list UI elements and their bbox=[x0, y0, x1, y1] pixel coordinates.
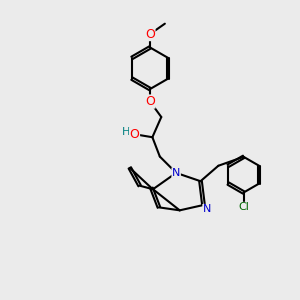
Text: H: H bbox=[122, 127, 130, 137]
Text: O: O bbox=[145, 95, 155, 108]
Text: O: O bbox=[145, 28, 155, 40]
Text: Cl: Cl bbox=[238, 202, 249, 212]
Text: O: O bbox=[130, 128, 140, 141]
Text: N: N bbox=[172, 168, 180, 178]
Text: N: N bbox=[203, 204, 211, 214]
